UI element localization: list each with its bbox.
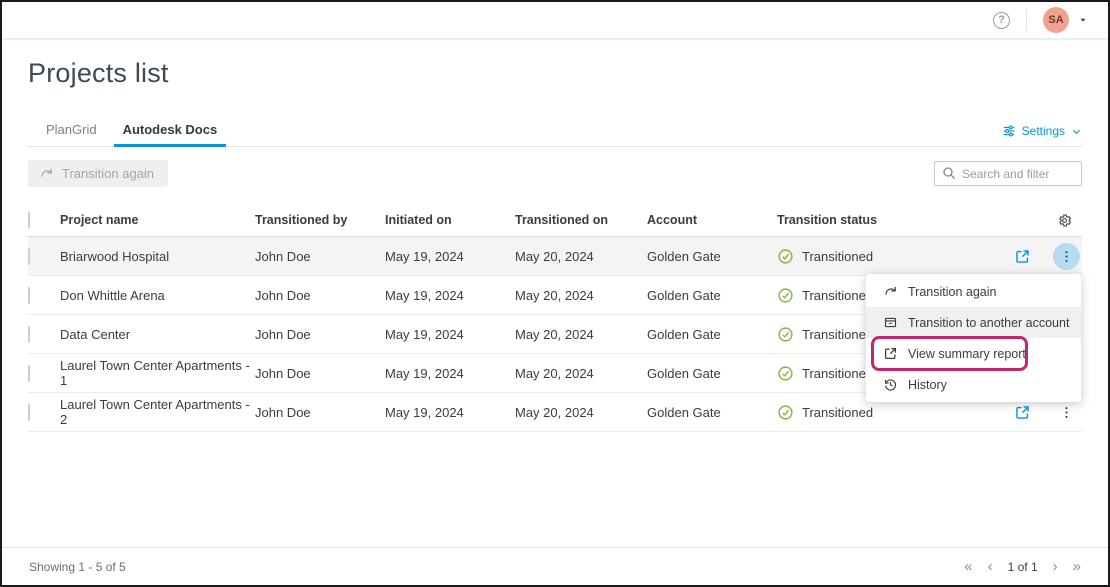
menu-item-view-summary-report[interactable]: View summary report: [866, 336, 1081, 371]
status-check-icon: [777, 287, 794, 304]
header-transitioned-on: Transitioned on: [515, 213, 609, 227]
previous-page-button[interactable]: ‹: [987, 558, 993, 575]
open-project-external-link-icon[interactable]: [1014, 248, 1031, 265]
settings-button[interactable]: Settings: [1002, 124, 1082, 146]
menu-item-label: Transition again: [908, 284, 997, 299]
sliders-icon: [1002, 124, 1016, 138]
cell-account: Golden Gate: [647, 365, 721, 381]
cell-initiated-on: May 19, 2024: [385, 365, 464, 381]
cell-account: Golden Gate: [647, 404, 721, 420]
cell-initiated-on: May 19, 2024: [385, 287, 464, 303]
row-checkbox[interactable]: [28, 286, 30, 304]
row-checkbox[interactable]: [28, 325, 30, 343]
row-menu-kebab-icon[interactable]: [1053, 405, 1080, 420]
redo-icon: [39, 166, 54, 181]
search-icon: [941, 165, 957, 181]
external-link-icon: [883, 346, 898, 361]
cell-transitioned-by: John Doe: [255, 365, 311, 381]
header-account: Account: [647, 213, 697, 227]
header-initiated-on: Initiated on: [385, 213, 452, 227]
open-project-external-link-icon[interactable]: [1014, 404, 1031, 421]
header-transition-status: Transition status: [777, 213, 878, 227]
search-input[interactable]: [934, 161, 1082, 186]
search-box: [934, 161, 1082, 186]
select-all-checkbox[interactable]: [28, 212, 30, 228]
toolbar: Transition again: [28, 160, 1082, 187]
cell-transitioned-by: John Doe: [255, 404, 311, 420]
showing-count-label: Showing 1 - 5 of 5: [29, 559, 126, 574]
cell-initiated-on: May 19, 2024: [385, 248, 464, 264]
cell-initiated-on: May 19, 2024: [385, 326, 464, 342]
transition-again-button[interactable]: Transition again: [28, 160, 169, 187]
status-label: Transitioned: [802, 404, 874, 420]
gear-icon[interactable]: [1057, 213, 1072, 228]
cell-transitioned-on: May 20, 2024: [515, 404, 594, 420]
tab-bar: PlanGrid Autodesk Docs Settings: [28, 116, 1082, 147]
status-label: Transitioned: [802, 326, 874, 342]
status-label: Transitioned: [802, 248, 874, 264]
transition-again-label: Transition again: [62, 166, 155, 181]
cell-transitioned-by: John Doe: [255, 287, 311, 303]
projects-table: Project name Transitioned by Initiated o…: [28, 204, 1082, 432]
cell-project-name: Laurel Town Center Apartments - 1: [60, 358, 250, 388]
first-page-button[interactable]: «: [964, 558, 973, 575]
menu-item-label: View summary report: [908, 346, 1026, 361]
status-label: Transitioned: [802, 287, 874, 303]
pagination: « ‹ 1 of 1 › »: [964, 559, 1081, 574]
archive-icon: [883, 315, 898, 330]
status-label: Transitioned: [802, 365, 874, 381]
menu-item-transition-again[interactable]: Transition again: [866, 276, 1081, 307]
menu-item-transition-to-another-account[interactable]: Transition to another account: [866, 307, 1081, 338]
main-content: Projects list PlanGrid Autodesk Docs Set…: [2, 58, 1108, 432]
page-indicator: 1 of 1: [1007, 559, 1038, 574]
cell-account: Golden Gate: [647, 248, 721, 264]
menu-item-history[interactable]: History: [866, 369, 1081, 400]
table-row[interactable]: Briarwood Hospital John Doe May 19, 2024…: [28, 237, 1082, 276]
help-icon[interactable]: ?: [993, 11, 1010, 29]
page-title: Projects list: [28, 58, 169, 88]
cell-transitioned-on: May 20, 2024: [515, 248, 594, 264]
cell-project-name: Briarwood Hospital: [60, 248, 170, 264]
cell-transitioned-on: May 20, 2024: [515, 365, 594, 381]
status-check-icon: [777, 404, 794, 421]
cell-transitioned-on: May 20, 2024: [515, 287, 594, 303]
cell-transitioned-by: John Doe: [255, 326, 311, 342]
header-project-name: Project name: [60, 213, 139, 227]
cell-project-name: Laurel Town Center Apartments - 2: [60, 397, 250, 427]
cell-account: Golden Gate: [647, 287, 721, 303]
row-menu-kebab-icon[interactable]: [1053, 242, 1080, 270]
status-check-icon: [777, 326, 794, 343]
avatar[interactable]: SA: [1043, 7, 1069, 33]
row-checkbox[interactable]: [28, 364, 30, 382]
footer: Showing 1 - 5 of 5 « ‹ 1 of 1 › »: [2, 547, 1108, 585]
tab-autodesk-docs[interactable]: Autodesk Docs: [110, 116, 231, 147]
tab-plangrid[interactable]: PlanGrid: [46, 122, 97, 137]
cell-transitioned-on: May 20, 2024: [515, 326, 594, 342]
topbar-divider: [1026, 9, 1027, 31]
redo-icon: [883, 284, 898, 299]
settings-label: Settings: [1021, 124, 1065, 138]
cell-initiated-on: May 19, 2024: [385, 404, 464, 420]
status-check-icon: [777, 365, 794, 382]
row-checkbox[interactable]: [28, 247, 30, 265]
menu-item-label: Transition to another account: [908, 315, 1070, 330]
row-checkbox[interactable]: [28, 403, 30, 421]
last-page-button[interactable]: »: [1072, 558, 1081, 575]
header-transitioned-by: Transitioned by: [255, 213, 348, 227]
cell-project-name: Data Center: [60, 326, 131, 342]
account-caret-down-icon[interactable]: [1078, 15, 1088, 25]
history-icon: [883, 377, 898, 392]
context-menu: Transition again Transition to another a…: [866, 274, 1081, 402]
cell-account: Golden Gate: [647, 326, 721, 342]
next-page-button[interactable]: ›: [1052, 558, 1058, 575]
cell-transitioned-by: John Doe: [255, 248, 311, 264]
menu-item-label: History: [908, 377, 947, 392]
status-check-icon: [777, 248, 794, 265]
chevron-down-icon: [1071, 126, 1082, 137]
cell-project-name: Don Whittle Arena: [60, 287, 165, 303]
table-header-row: Project name Transitioned by Initiated o…: [28, 204, 1082, 237]
top-bar: ? SA: [2, 2, 1108, 40]
